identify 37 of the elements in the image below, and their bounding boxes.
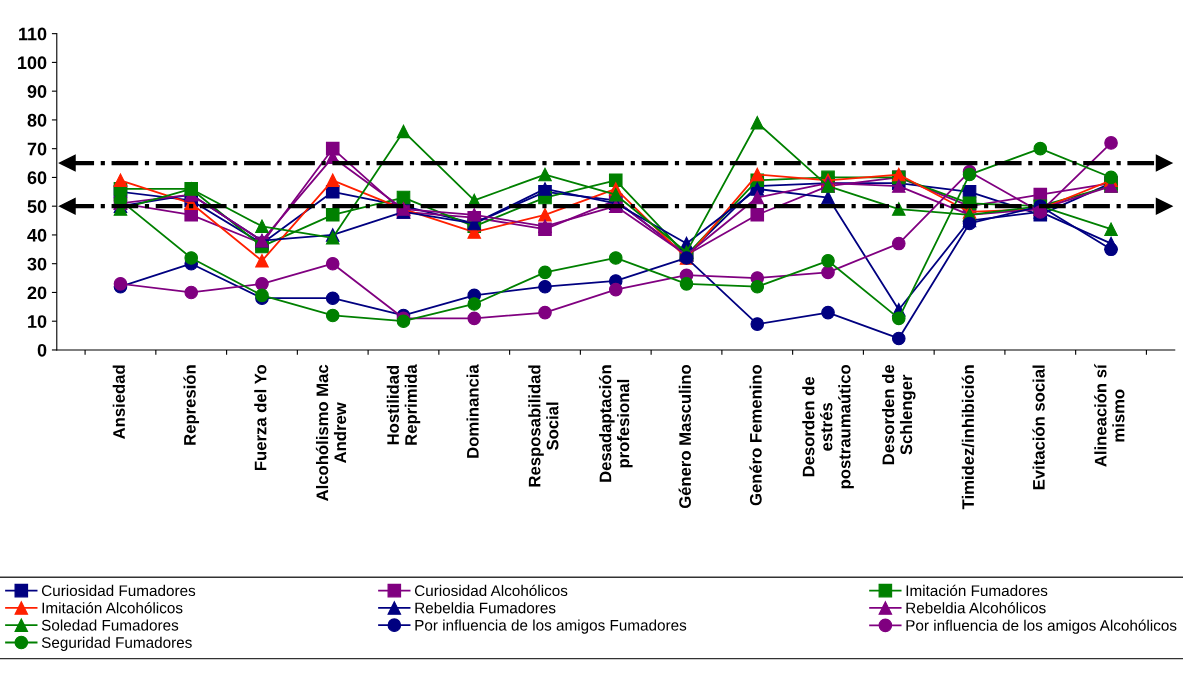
x-tick-label: Represión [183,365,200,445]
x-tick-label: Alcohólismo Mac Andrew [315,364,347,501]
y-tick-label: 30 [27,257,47,271]
x-tick-label: Género Masculino [678,364,691,509]
legend-label: Soledad Fumadores [41,619,179,631]
legend-label: Rebeldia Alcohólicos [906,601,1046,614]
legend-label: Seguridad Fumadores [41,636,192,651]
legend-label: Curiosidad Alcohólicos [414,584,568,597]
y-tick-label: 50 [27,200,47,213]
x-tick-label: Evitación social [1032,365,1045,490]
legend-label: Imitación Fumadores [906,584,1048,597]
x-tick-label: Timidez/inhibición [961,365,975,510]
legend-label: Rebeldia Fumadores [415,602,556,614]
y-tick-label: 10 [28,315,47,328]
x-tick-label: Resposabilidad Social [528,365,559,487]
x-tick-label: Genéro Femenino [749,364,762,506]
y-tick-label: 40 [27,228,47,242]
y-tick-label: 70 [27,142,47,156]
y-tick-label: 60 [27,171,47,185]
x-tick-label: Ansiedad [112,365,125,439]
x-tick-label: Fuerza del Yo [254,364,267,471]
x-tick-label: Alineación sí mismo [1094,363,1125,467]
legend-label: Por influencia de los amigos Alcohólicos [906,619,1177,634]
x-tick-label: Hostilidad Reprimida [386,364,421,445]
y-tick-label: 100 [18,56,47,70]
x-tick-label: Desadaptación profesional [598,365,633,482]
y-tick-label: 80 [27,113,47,127]
y-tick-label: 110 [19,27,47,41]
x-tick-label: Desorden de estrés postraumaútico [802,364,854,489]
legend-label: Curiosidad Fumadores [41,584,196,597]
x-tick-label: Dominancia [466,364,479,458]
y-tick-label: 90 [27,85,47,98]
x-tick-label: Desorden de Schlenger [881,364,916,465]
legend-label: Por influencia de los amigos Fumadores [415,619,687,634]
y-tick-label: 0 [37,343,47,357]
y-tick-label: 20 [27,286,47,300]
legend-label: Imitación Alcohólicos [42,601,183,614]
